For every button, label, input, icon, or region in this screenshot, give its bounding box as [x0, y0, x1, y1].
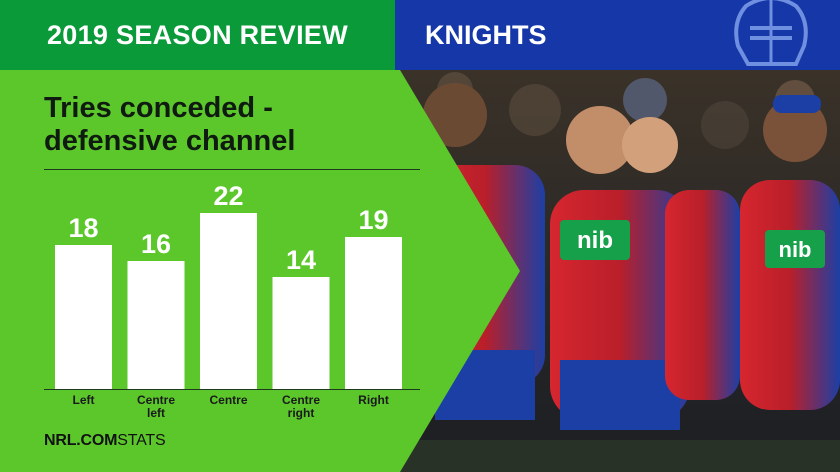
svg-text:nib: nib	[779, 237, 812, 262]
category-label-3-line-1: right	[288, 406, 315, 420]
title-divider	[44, 169, 420, 170]
nrl-brand-light: STATS	[117, 432, 166, 449]
chart-title-line-1: Tries conceded -	[44, 92, 273, 124]
category-label-1-line-0: Centre	[137, 393, 175, 407]
team-header: KNIGHTS	[395, 0, 840, 70]
chart-title: Tries conceded - defensive channel	[44, 92, 424, 158]
knights-helmet-logo	[734, 0, 808, 66]
nrl-brand-bold: NRL.COM	[44, 432, 118, 449]
bar-4	[345, 237, 402, 389]
tries-conceded-bar-chart: 18Left16Centreleft22Centre14Centreright1…	[44, 181, 420, 420]
category-label-3-line-0: Centre	[282, 393, 320, 407]
category-label-1-line-1: left	[147, 406, 165, 420]
season-review-header: 2019 SEASON REVIEW	[0, 0, 395, 70]
bar-value-label-4: 19	[358, 205, 388, 235]
bar-value-label-0: 18	[68, 213, 98, 243]
team-name: KNIGHTS	[425, 20, 547, 50]
svg-text:nib: nib	[577, 227, 613, 254]
category-label-4: Right	[358, 393, 389, 407]
chart-title-line-2: defensive channel	[44, 125, 296, 157]
category-label-0: Left	[73, 393, 95, 407]
bar-0	[55, 245, 112, 389]
bar-value-label-2: 22	[213, 181, 243, 211]
nrl-stats-logo: NRL.COMSTATS	[44, 432, 166, 450]
bar-2	[200, 213, 257, 389]
bar-value-label-1: 16	[141, 229, 171, 259]
bar-value-label-3: 14	[286, 245, 316, 275]
bar-1	[127, 261, 185, 389]
season-review-title: 2019 SEASON REVIEW	[46, 19, 348, 50]
bar-3	[272, 277, 330, 389]
category-label-2: Centre	[209, 393, 247, 407]
